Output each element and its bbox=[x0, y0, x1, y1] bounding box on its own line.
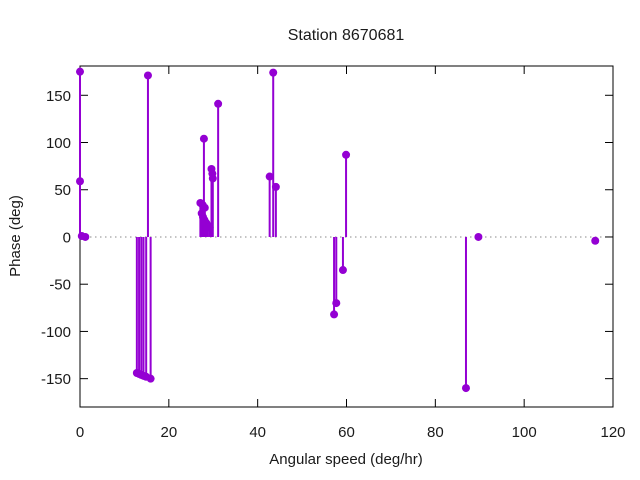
data-point bbox=[474, 232, 483, 241]
data-point bbox=[208, 174, 217, 183]
data-point bbox=[591, 236, 600, 245]
y-tick-label: 150 bbox=[46, 88, 71, 105]
y-tick-label: -50 bbox=[49, 277, 71, 294]
x-tick-label: 20 bbox=[160, 424, 177, 441]
data-point bbox=[338, 266, 347, 275]
chart-plot-area: 0 20 40 60 80 100 120 -150 -100 -50 0 50 100 150 bbox=[41, 65, 626, 441]
y-tick-label: 50 bbox=[54, 182, 71, 199]
data-point bbox=[200, 203, 209, 212]
data-point bbox=[214, 99, 223, 108]
x-tick-label: 120 bbox=[600, 424, 625, 441]
y-tick-label: -150 bbox=[41, 371, 71, 388]
data-point bbox=[76, 67, 84, 76]
data-point bbox=[271, 182, 280, 191]
chart-title: Station 8670681 bbox=[288, 27, 405, 44]
y-tick-label: 0 bbox=[63, 229, 71, 246]
data-point bbox=[76, 177, 84, 186]
x-tick-label: 80 bbox=[427, 424, 444, 441]
x-tick-label: 40 bbox=[249, 424, 266, 441]
data-point bbox=[205, 223, 214, 232]
data-point bbox=[269, 68, 278, 77]
data-point bbox=[265, 172, 274, 181]
y-tick-label: 100 bbox=[46, 135, 71, 152]
y-tick-label: -100 bbox=[41, 324, 71, 341]
data-point bbox=[461, 384, 470, 393]
data-point bbox=[332, 299, 341, 308]
x-tick-label: 100 bbox=[512, 424, 537, 441]
y-axis-label: Phase (deg) bbox=[7, 195, 24, 277]
x-axis-label: Angular speed (deg/hr) bbox=[269, 451, 422, 468]
x-tick-label: 60 bbox=[338, 424, 355, 441]
data-point bbox=[330, 310, 339, 319]
data-point bbox=[342, 150, 351, 159]
data-point bbox=[143, 71, 152, 80]
data-point bbox=[199, 134, 208, 143]
x-tick-label: 0 bbox=[76, 424, 84, 441]
data-point bbox=[81, 232, 90, 241]
data-point bbox=[146, 374, 155, 383]
